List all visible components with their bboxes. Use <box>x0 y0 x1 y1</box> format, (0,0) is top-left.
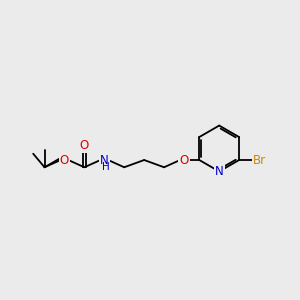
Text: N: N <box>215 165 224 178</box>
Text: O: O <box>80 139 89 152</box>
Text: H: H <box>103 162 110 172</box>
Text: O: O <box>60 154 69 166</box>
Text: O: O <box>179 154 189 166</box>
Text: N: N <box>100 154 109 166</box>
Text: Br: Br <box>253 154 266 166</box>
